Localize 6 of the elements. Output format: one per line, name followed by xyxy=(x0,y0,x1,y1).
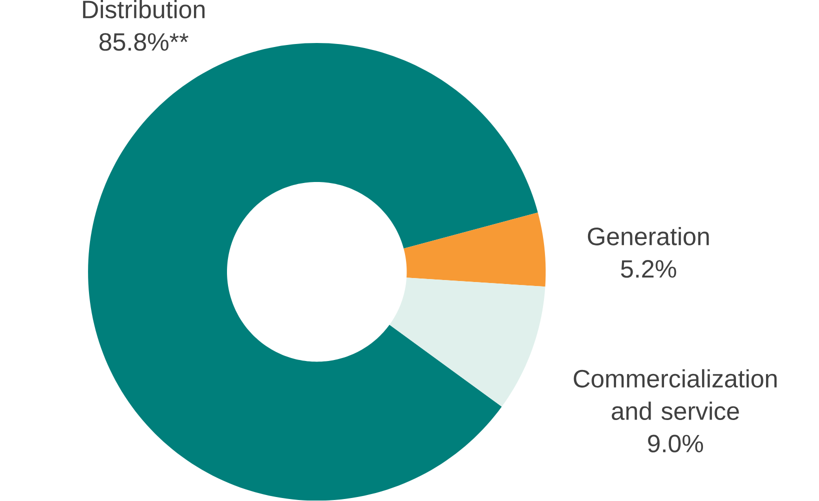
slice-label: Commercialization and service xyxy=(574,369,777,420)
data-label: 5.2% xyxy=(621,260,676,278)
slice-label: Distribution xyxy=(83,0,205,19)
data-label: 85.8%** xyxy=(99,33,188,51)
slice-label: Generation xyxy=(588,227,709,246)
data-label: 9.0% xyxy=(648,434,704,453)
